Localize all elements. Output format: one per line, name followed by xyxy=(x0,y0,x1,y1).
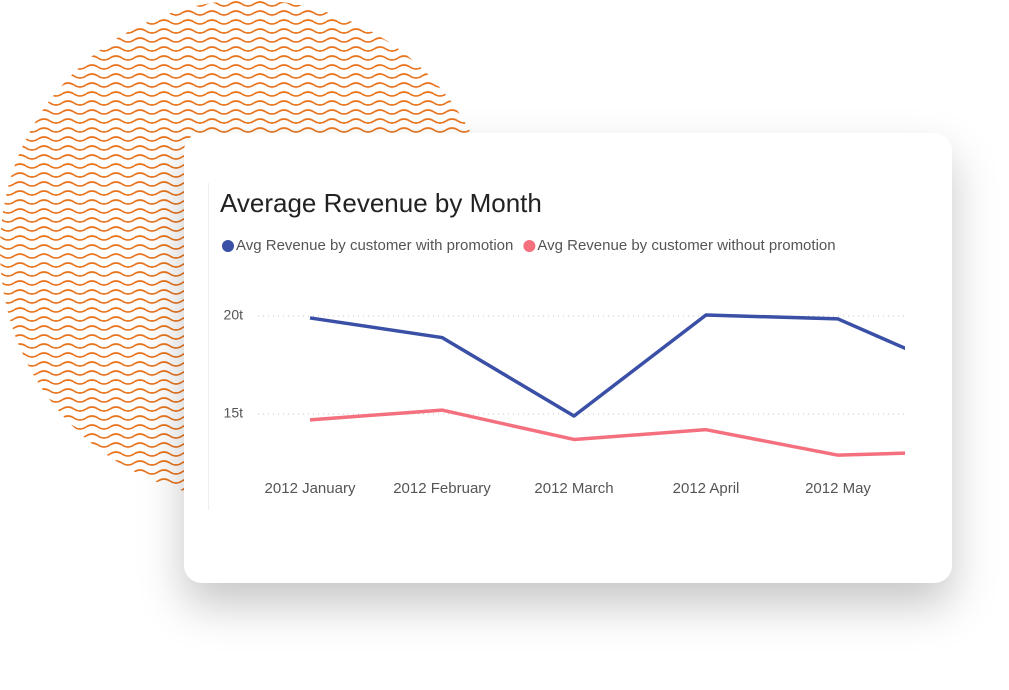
x-tick-label: 2012 February xyxy=(393,480,491,497)
plot-area xyxy=(309,313,905,457)
legend-label: Avg Revenue by customer with promotion xyxy=(236,237,513,254)
x-tick-label: 2012 March xyxy=(534,480,613,497)
series-line xyxy=(309,313,905,418)
x-tick-label: 2012 January xyxy=(265,480,356,497)
legend-marker xyxy=(523,240,536,252)
x-tick-label: 2012 May xyxy=(805,480,871,497)
y-tick-label: 15t xyxy=(224,405,244,421)
card xyxy=(184,133,952,583)
series-line xyxy=(309,408,905,457)
chart-title: Average Revenue by Month xyxy=(220,188,542,218)
legend-marker xyxy=(222,240,234,252)
legend-label: Avg Revenue by customer without promotio… xyxy=(537,237,835,254)
chart: Avg Revenue by customer with promotion Av… xyxy=(222,237,905,497)
x-tick-label: 2012 April xyxy=(673,480,740,497)
y-tick-label: 20t xyxy=(224,307,244,323)
